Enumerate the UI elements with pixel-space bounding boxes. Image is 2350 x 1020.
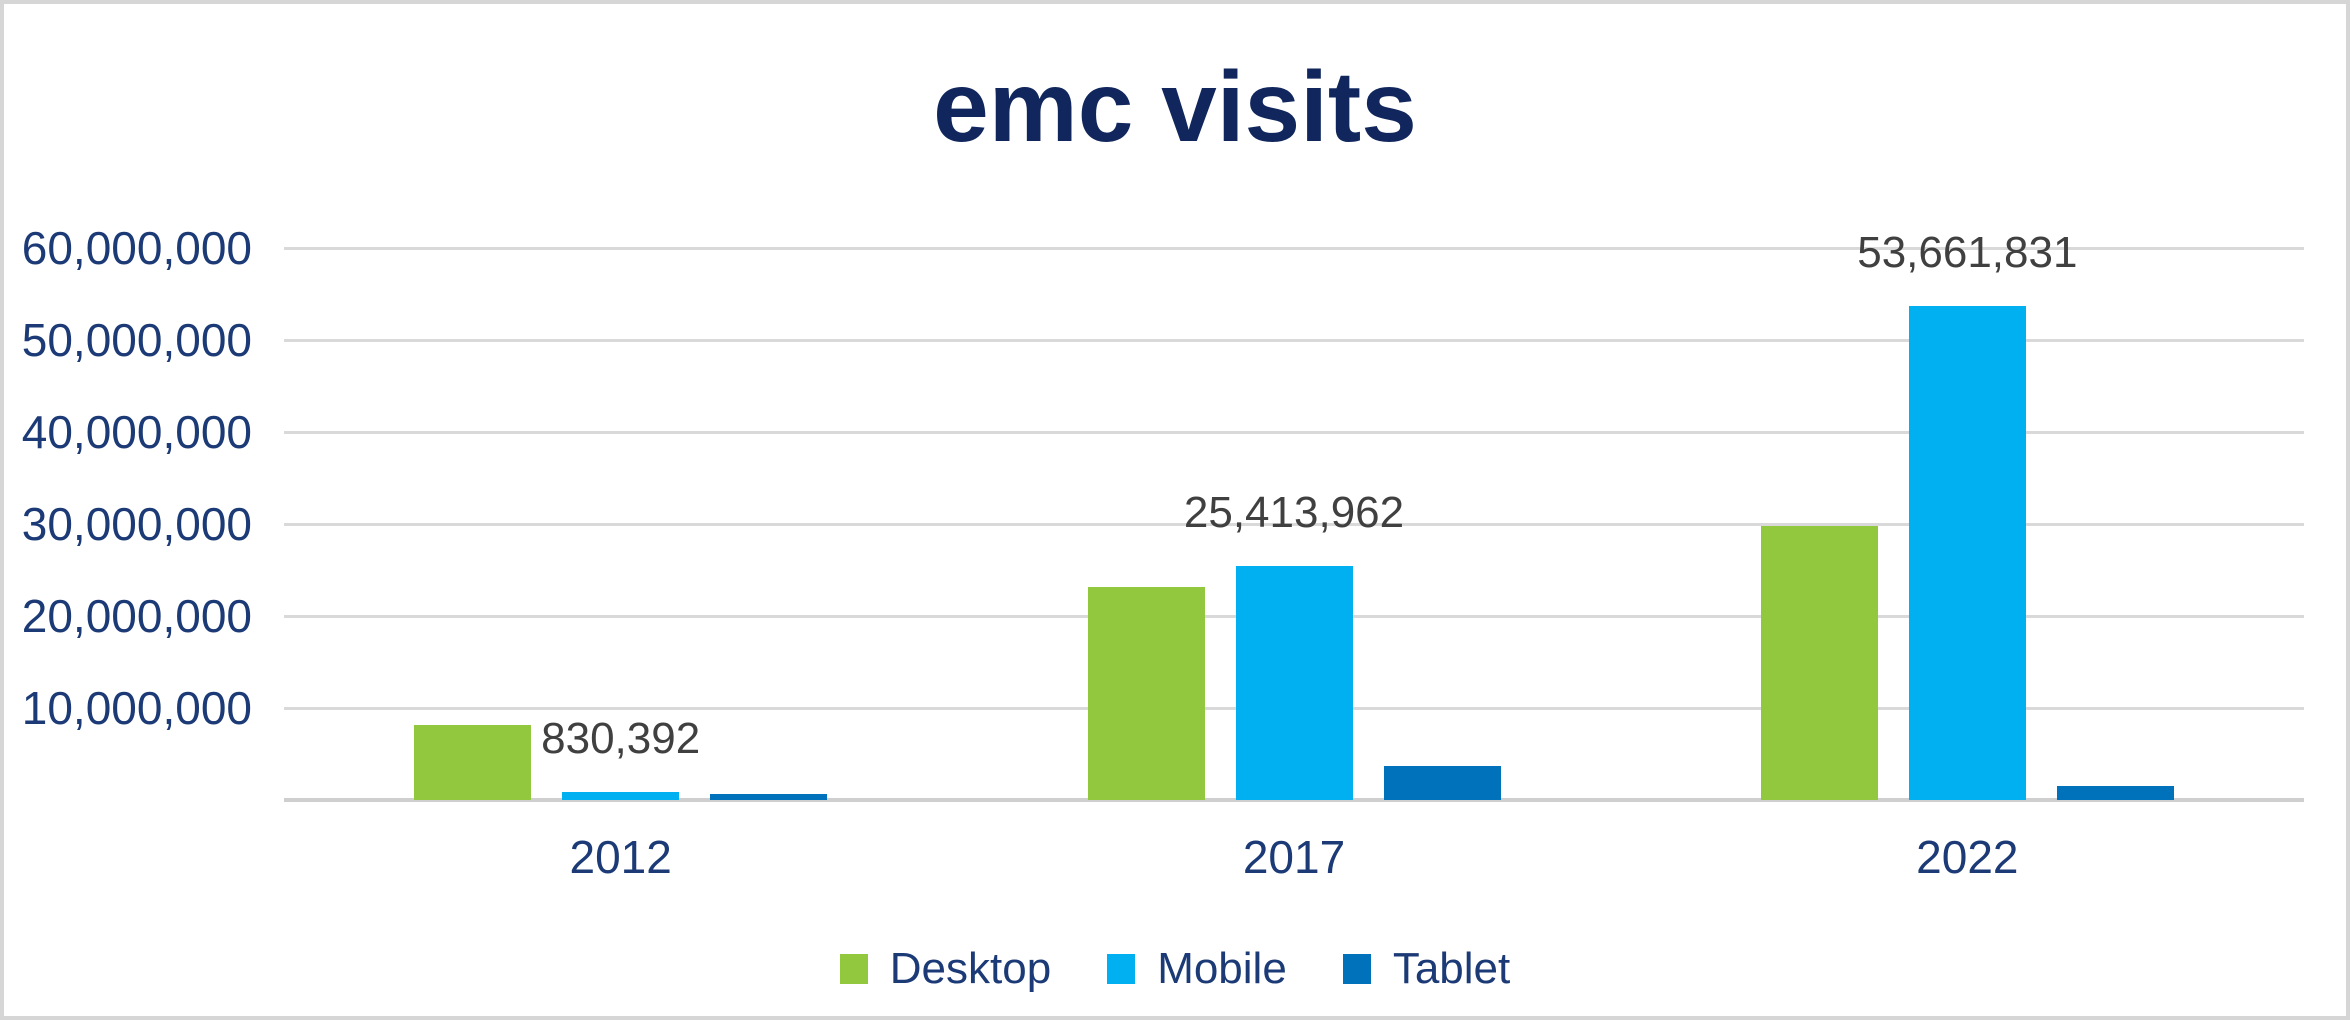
gridline xyxy=(284,431,2304,434)
data-label: 25,413,962 xyxy=(1183,488,1405,537)
gridline xyxy=(284,247,2304,250)
legend-swatch-tablet xyxy=(1342,954,1371,984)
gridline xyxy=(284,339,2304,342)
y-axis-tick-label: 60,000,000 xyxy=(21,222,252,274)
legend-item-desktop: Desktop xyxy=(839,944,1052,994)
legend-swatch-mobile xyxy=(1107,954,1136,984)
y-axis-tick-label: 30,000,000 xyxy=(21,498,252,550)
bar-desktop-2017 xyxy=(1088,587,1205,800)
legend: Desktop Mobile Tablet xyxy=(4,934,2346,1004)
x-axis-category-label-2017: 2017 xyxy=(1242,831,1346,883)
legend-item-tablet: Tablet xyxy=(1342,944,1511,994)
bar-mobile-2017 xyxy=(1236,566,1353,800)
x-axis-category-label-2012: 2012 xyxy=(569,831,672,883)
data-label: 830,392 xyxy=(541,714,701,763)
bar-desktop-2012 xyxy=(414,725,531,800)
bar-desktop-2022 xyxy=(1761,526,1878,800)
gridline xyxy=(284,523,2304,526)
legend-label: Desktop xyxy=(889,944,1052,993)
bar-mobile-2012 xyxy=(562,792,679,800)
legend-label: Mobile xyxy=(1157,944,1287,993)
y-axis-tick-label: 20,000,000 xyxy=(21,590,252,642)
y-axis-tick-label: 50,000,000 xyxy=(21,314,252,366)
bar-tablet-2017 xyxy=(1384,766,1501,800)
y-axis-tick-label: 40,000,000 xyxy=(21,406,252,458)
bar-tablet-2022 xyxy=(2057,786,2174,800)
bar-tablet-2012 xyxy=(710,794,827,800)
x-axis-category-label-2022: 2022 xyxy=(1916,831,2019,883)
x-axis-line xyxy=(284,798,2304,802)
data-label: 53,661,831 xyxy=(1857,228,2078,277)
legend-label: Tablet xyxy=(1392,944,1511,993)
y-axis-tick-label: 10,000,000 xyxy=(21,682,252,734)
bar-mobile-2022 xyxy=(1909,306,2026,800)
chart-title: emc visits xyxy=(933,51,1417,163)
legend-swatch-desktop xyxy=(839,954,868,984)
legend-item-mobile: Mobile xyxy=(1107,944,1287,994)
